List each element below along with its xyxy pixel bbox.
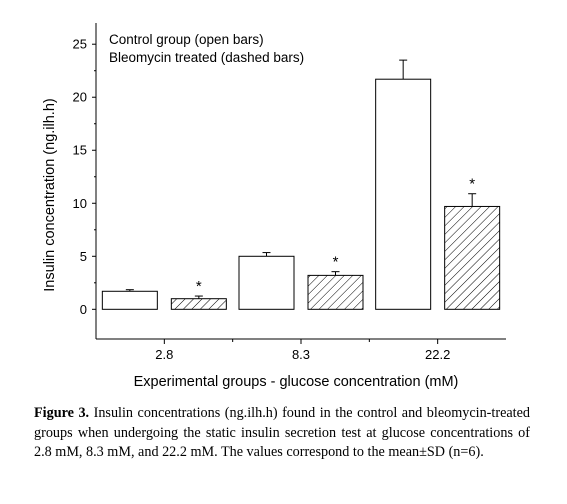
significance-asterisk: * <box>333 254 339 271</box>
bleomycin-bar-2-8 <box>170 298 227 310</box>
y-tick-label: 10 <box>73 196 87 211</box>
bleomycin-bar-22-2 <box>444 205 501 310</box>
control-bar-8-3 <box>238 255 295 310</box>
significance-asterisk: * <box>196 278 202 295</box>
bleomycin-bar-8-3 <box>307 274 364 310</box>
y-tick-label: 5 <box>80 249 87 264</box>
y-axis-title: Insulin concentration (ng.ilh.h) <box>42 98 58 291</box>
y-tick-label: 15 <box>73 143 87 158</box>
figure-caption: Figure 3. Insulin concentrations (ng.ilh… <box>34 404 530 463</box>
y-tick-label: 0 <box>80 302 87 317</box>
x-axis-title: Experimental groups - glucose concentrat… <box>134 374 459 390</box>
legend-entry-bleomycin: Bleomycin treated (dashed bars) <box>109 50 304 65</box>
x-tick-label: 8.3 <box>292 347 310 362</box>
insulin-bar-chart: 0 5 10 15 20 25 2.8 * 8.3 * 22.2 * Control group (o… <box>42 23 506 390</box>
caption-text: Insulin concentrations (ng.ilh.h) found … <box>34 405 530 460</box>
x-tick-label: 22.2 <box>425 347 450 362</box>
control-bar-2-8 <box>101 290 158 310</box>
control-bar-22-2 <box>375 78 432 310</box>
y-tick-label: 25 <box>73 37 87 52</box>
legend-entry-control: Control group (open bars) <box>109 32 264 47</box>
significance-asterisk: * <box>469 176 475 193</box>
caption-label: Figure 3. <box>34 405 90 421</box>
x-tick-label: 2.8 <box>155 347 173 362</box>
y-tick-label: 20 <box>73 90 87 105</box>
